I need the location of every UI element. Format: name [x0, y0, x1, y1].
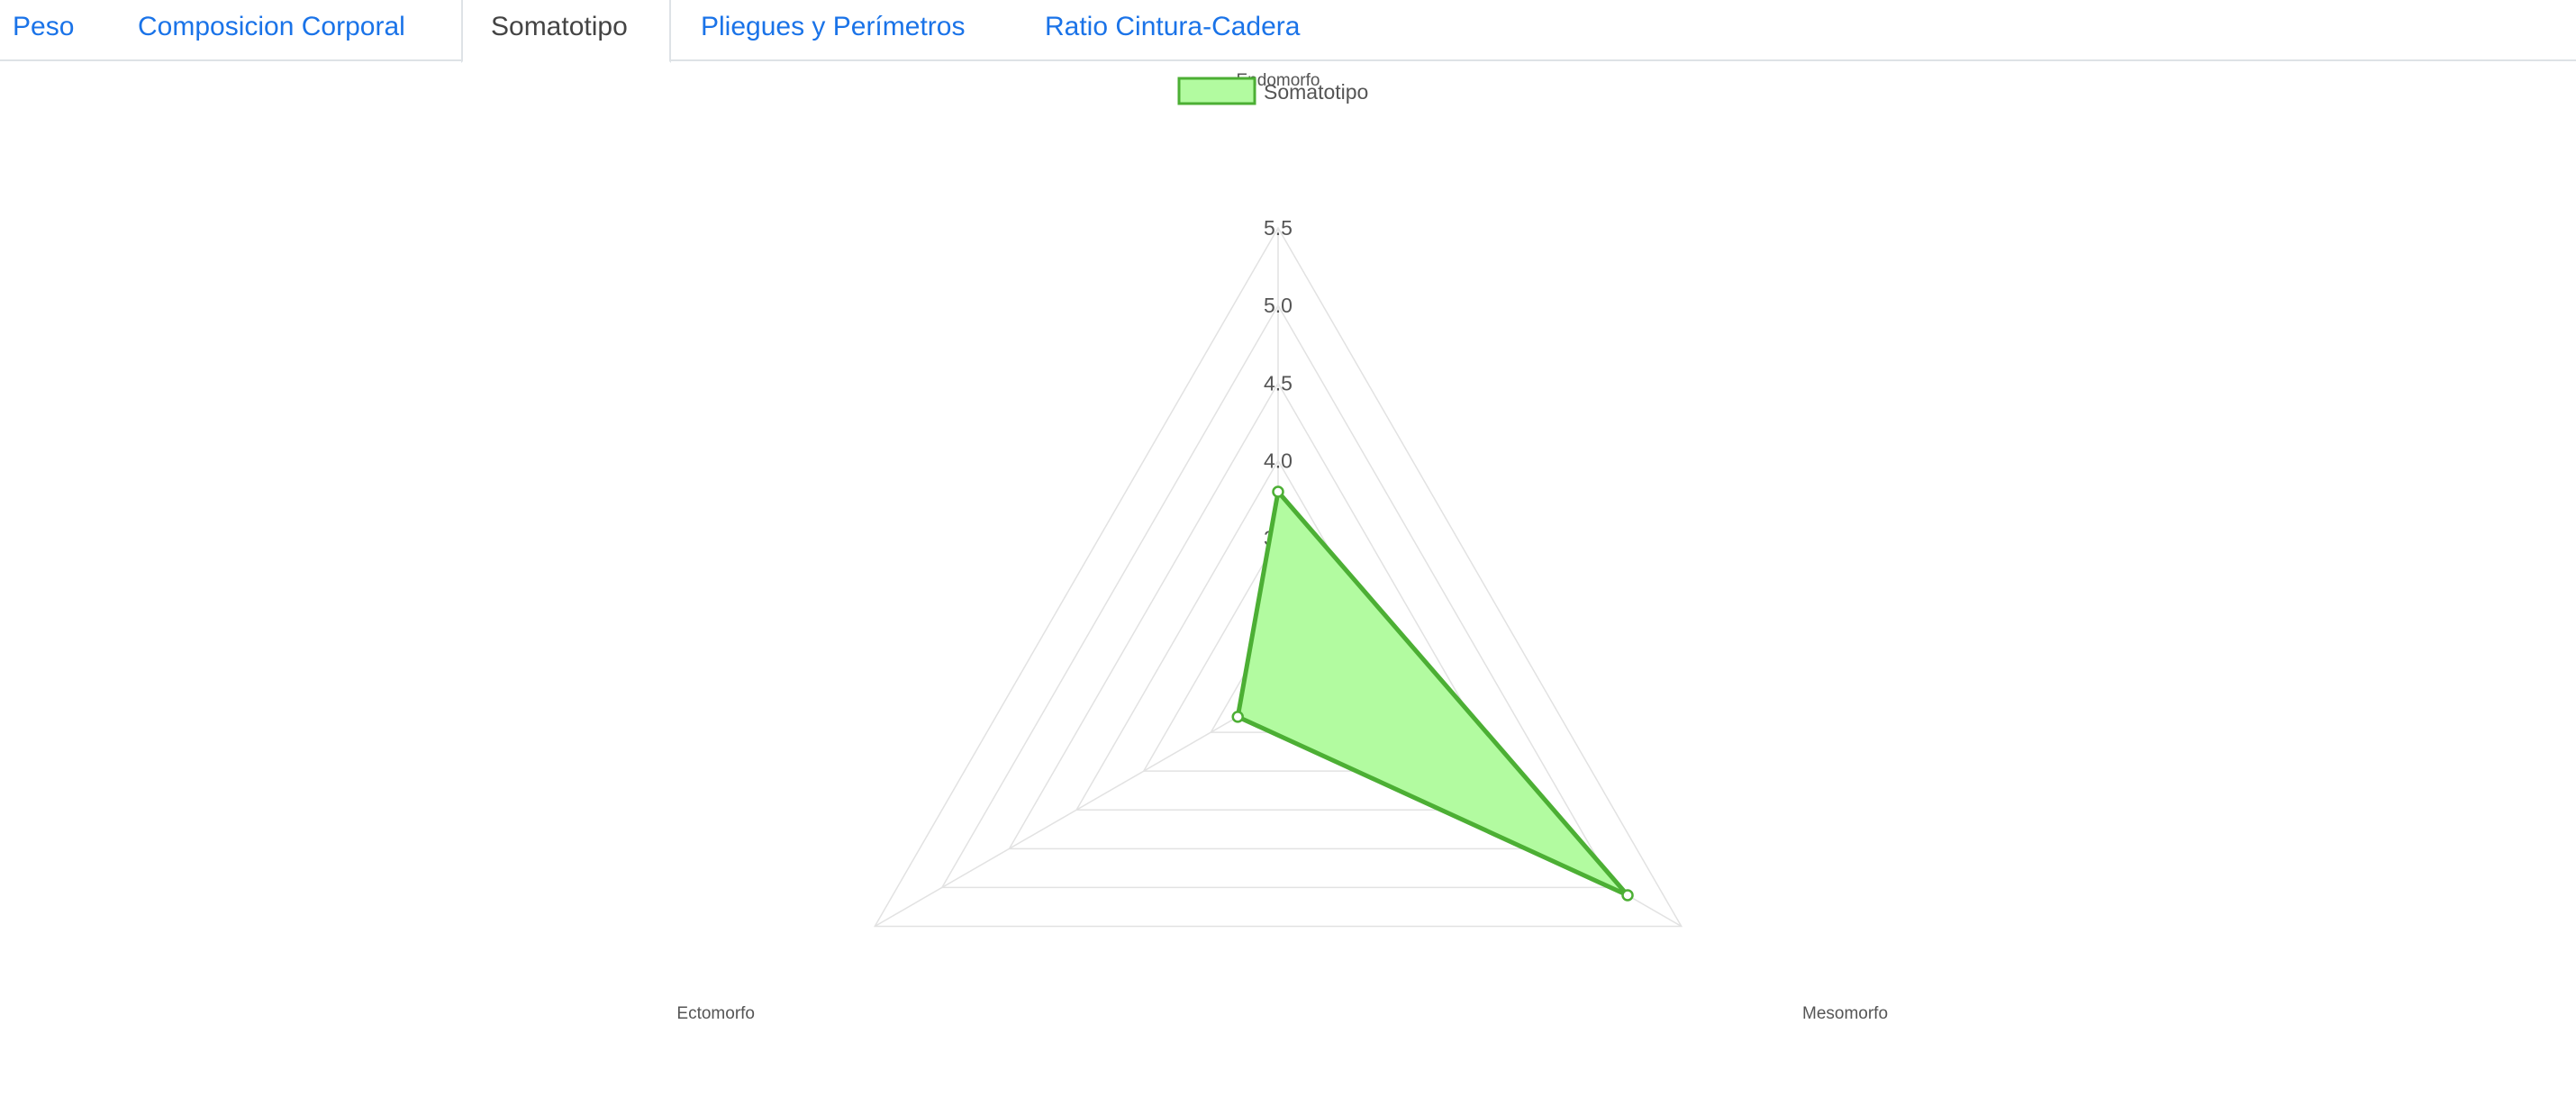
- tab-peso[interactable]: Peso: [13, 12, 75, 41]
- tab-somatotipo[interactable]: Somatotipo: [461, 0, 671, 63]
- radar-tick-label: 4.5: [1264, 371, 1293, 394]
- radar-series-area: [1235, 486, 1629, 898]
- radar-grid-ring: [940, 304, 1616, 889]
- radar-axis-labels: Endomorfo Mesomorfo Ectomorfo: [676, 71, 1888, 1023]
- radar-point-mesomorfo: [1621, 889, 1634, 902]
- radar-point-ectomorfo: [1231, 711, 1244, 723]
- tab-composicion-corporal[interactable]: Composicion Corporal: [138, 12, 405, 41]
- radar-point-endomorfo: [1272, 485, 1284, 498]
- radar-series: [1231, 485, 1634, 902]
- radar-tick-label: 4.0: [1264, 449, 1293, 473]
- tab-ratio-cintura-cadera[interactable]: Ratio Cintura-Cadera: [1045, 12, 1301, 41]
- somatotype-radar-chart: 3.03.54.04.55.05.5 EndomorfoMesomorfoEct…: [676, 71, 1888, 1023]
- radar-tick-label: 5.0: [1264, 294, 1293, 317]
- radar-axis-label-mesomorfo: Mesomorfo: [1802, 1004, 1888, 1023]
- radar-axis-label-endomorfo: Endomorfo: [1237, 71, 1320, 90]
- radar-axis-label-ectomorfo: Ectomorfo: [676, 1004, 755, 1023]
- radar-tick-label: 5.5: [1264, 216, 1293, 240]
- tab-pliegues-perimetros[interactable]: Pliegues y Perímetros: [701, 12, 966, 41]
- radar-grid-ring: [873, 226, 1683, 928]
- legend-label: Somatotipo: [1264, 80, 1368, 104]
- tab-bar: Peso Composicion Corporal Somatotipo Pli…: [0, 0, 2576, 63]
- chart-legend[interactable]: Somatotipo: [1177, 77, 1368, 105]
- legend-swatch: [1177, 77, 1256, 105]
- radar-grid-ring: [1008, 381, 1548, 850]
